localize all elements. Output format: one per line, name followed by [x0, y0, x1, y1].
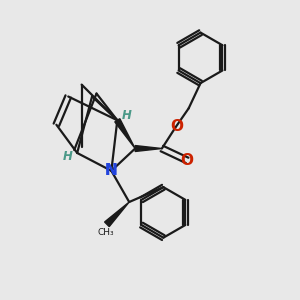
Polygon shape — [105, 202, 129, 226]
Text: H: H — [63, 150, 73, 163]
Text: N: N — [105, 163, 118, 178]
Text: H: H — [122, 109, 132, 122]
Text: O: O — [170, 119, 183, 134]
Text: N: N — [105, 163, 118, 178]
Polygon shape — [135, 146, 162, 152]
Text: CH₃: CH₃ — [97, 228, 114, 237]
Polygon shape — [115, 119, 135, 148]
Text: O: O — [181, 153, 194, 168]
